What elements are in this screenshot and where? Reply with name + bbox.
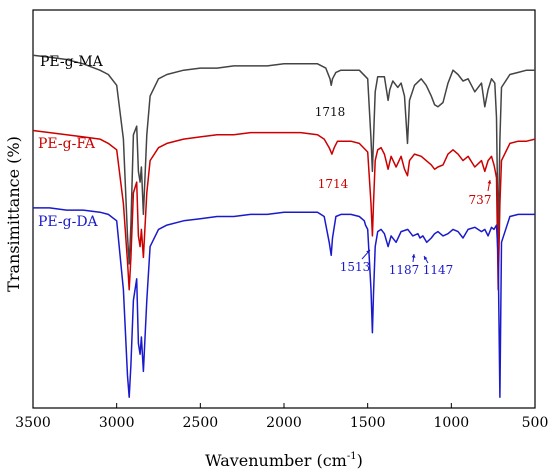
plot-frame — [32, 9, 536, 409]
x-axis-label-close: ) — [357, 451, 363, 470]
x-tick-label: 1000 — [434, 415, 470, 431]
x-axis-ticks: 3500 3000 2500 2000 1500 1000 500 — [15, 403, 548, 431]
peak-annotations: 1718 1714 737 1513 1187 1147 — [315, 105, 492, 277]
peak-label: 1147 — [423, 263, 454, 277]
peak-label: 737 — [469, 193, 492, 207]
peak-label: 1513 — [340, 260, 371, 274]
x-tick-label: 3000 — [99, 415, 135, 431]
x-axis-label-superscript: -1 — [347, 451, 357, 462]
peak-arrowhead — [424, 256, 428, 260]
x-tick-label: 500 — [522, 415, 549, 431]
series-lines — [32, 54, 536, 398]
x-tick-label: 3500 — [15, 415, 51, 431]
y-axis-label: Transimittance (%) — [4, 136, 23, 292]
series-line-pe-g-ma — [32, 54, 535, 265]
peak-arrowhead — [411, 254, 416, 258]
series-line-pe-g-da — [33, 207, 535, 398]
peak-label: 1187 — [389, 263, 420, 277]
series-label: PE-g-FA — [38, 136, 96, 152]
series-labels: PE-g-MA PE-g-FA PE-g-DA — [38, 54, 104, 230]
x-tick-label: 1500 — [350, 415, 386, 431]
x-axis-label-main: Wavenumber (cm — [205, 451, 347, 470]
series-line-pe-g-fa — [32, 129, 536, 291]
x-axis-label: Wavenumber (cm-1) — [205, 451, 363, 470]
series-label: PE-g-MA — [40, 54, 104, 70]
peak-label: 1714 — [318, 177, 349, 191]
peak-arrowhead — [487, 180, 492, 184]
x-tick-label: 2500 — [183, 415, 219, 431]
peak-label: 1718 — [315, 105, 346, 119]
x-tick-label: 2000 — [266, 415, 302, 431]
series-label: PE-g-DA — [38, 214, 99, 230]
peak-arrowhead — [366, 250, 370, 254]
